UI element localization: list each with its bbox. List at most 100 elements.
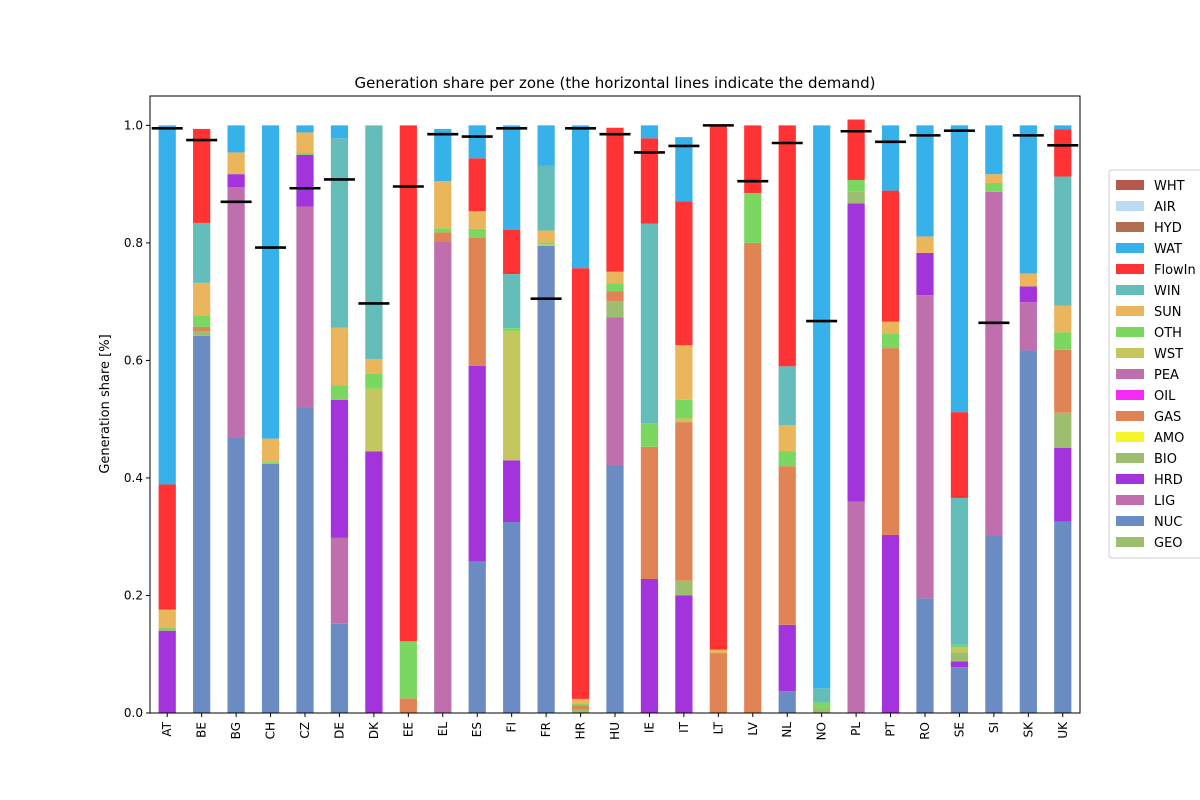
bar-HR-SUN — [571, 698, 590, 704]
bar-NO-WAT — [813, 125, 831, 689]
bar-BE-SUN — [193, 282, 211, 316]
x-tick-label-BG: BG — [229, 722, 243, 739]
bar-FI-OTH — [503, 328, 521, 332]
bar-DK-HRD — [365, 451, 383, 713]
bar-FI-HRD — [503, 460, 521, 523]
bar-ES-GAS — [468, 237, 486, 366]
bar-RO-WAT — [916, 125, 934, 237]
bar-HU-BIO — [606, 301, 624, 318]
bar-SI-NUC — [985, 535, 1003, 713]
bar-NL-GAS — [778, 466, 796, 625]
bar-HU-LIG — [606, 317, 624, 466]
bar-EL-GAS — [434, 232, 452, 242]
legend-swatch-AMO — [1116, 432, 1144, 442]
bar-AT-SUN — [158, 609, 176, 628]
bar-NO-OTH — [813, 702, 831, 708]
x-tick-label-HU: HU — [608, 722, 622, 740]
bar-BE-NUC — [193, 335, 211, 713]
legend: WHT AIR HYD WAT FlowIn WIN SUN OTH WST PEA OIL GAS A… — [1108, 169, 1200, 559]
bar-LT-FlowIn — [709, 125, 727, 650]
x-tick-label-LT: LT — [711, 721, 725, 734]
bar-PL-BIO — [847, 191, 865, 204]
bar-LT-GAS — [709, 653, 727, 713]
bar-IT-WST — [675, 418, 693, 423]
bar-DK-OTH — [365, 373, 383, 389]
chart-title: Generation share per zone (the horizonta… — [354, 74, 875, 92]
legend-label-OIL: OIL — [1154, 389, 1176, 404]
y-axis-label: Generation share [%] — [98, 334, 113, 473]
bar-PT-OTH — [881, 333, 900, 349]
bar-DE-WAT — [330, 125, 349, 139]
bar-HR-WAT — [571, 125, 590, 269]
legend-label-HRD: HRD — [1154, 473, 1183, 488]
legend-swatch-SUN — [1116, 306, 1144, 316]
bar-CZ-LIG — [296, 206, 314, 408]
bar-EL-OTH — [434, 228, 452, 233]
bar-RO-LIG — [916, 295, 934, 599]
bar-LV-FlowIn — [744, 125, 762, 193]
bar-AT-BIO — [158, 628, 176, 631]
bar-CH-NUC — [261, 463, 280, 713]
bar-PL-OTH — [847, 180, 865, 192]
bar-AT-HRD — [158, 630, 176, 713]
bar-IT-GAS — [675, 422, 693, 581]
x-tick-label-IT: IT — [677, 721, 691, 733]
x-tick-label-AT: AT — [160, 721, 174, 736]
bar-IE-OTH — [640, 423, 659, 447]
bar-IT-OTH — [675, 399, 693, 419]
bar-BG-HRD — [227, 174, 245, 188]
bar-NL-WIN — [778, 366, 796, 426]
legend-swatch-GAS — [1116, 411, 1144, 421]
legend-swatch-AIR — [1116, 201, 1144, 211]
bar-HR-FlowIn — [571, 268, 590, 699]
y-tick-label: 1.0 — [124, 118, 143, 132]
bar-BE-BIO — [193, 331, 211, 336]
bar-UK-BIO — [1054, 412, 1072, 448]
bar-SK-LIG — [1019, 302, 1037, 351]
bar-SK-SUN — [1019, 273, 1037, 287]
bar-ES-NUC — [468, 561, 486, 713]
x-tick-label-EL: EL — [436, 722, 450, 737]
legend-swatch-HYD — [1116, 222, 1144, 232]
bar-RO-HRD — [916, 252, 934, 296]
legend-swatch-WAT — [1116, 243, 1144, 253]
bar-NL-OTH — [778, 451, 796, 467]
bar-NL-HRD — [778, 624, 796, 692]
bar-CH-OTH — [261, 462, 280, 464]
bar-PT-GAS — [881, 348, 900, 535]
x-tick-label-FR: FR — [539, 722, 553, 737]
bar-NL-NUC — [778, 691, 796, 713]
bar-UK-OTH — [1054, 332, 1072, 350]
bar-EE-GAS — [399, 698, 417, 713]
bar-AT-FlowIn — [158, 484, 176, 610]
bar-DE-NUC — [330, 623, 349, 713]
bar-CH-SUN — [261, 438, 280, 463]
legend-swatch-PEA — [1116, 369, 1144, 379]
legend-swatch-WHT — [1116, 180, 1144, 190]
bar-IE-HRD — [640, 579, 659, 713]
legend-swatch-OIL — [1116, 390, 1144, 400]
bar-ES-WAT — [468, 125, 486, 159]
legend-swatch-OTH — [1116, 327, 1144, 337]
bar-DK-SUN — [365, 359, 383, 374]
bar-AT-OTH — [158, 627, 176, 629]
bar-NO-BIO — [813, 707, 831, 713]
bar-ES-FlowIn — [468, 158, 486, 212]
bar-BG-WAT — [227, 125, 245, 153]
bar-HU-GAS — [606, 291, 624, 302]
bar-LV-OTH — [744, 192, 762, 243]
bar-IE-FlowIn — [640, 138, 659, 224]
x-tick-label-DK: DK — [367, 721, 381, 739]
bar-NO-WIN — [813, 688, 831, 703]
bar-HU-FlowIn — [606, 127, 624, 272]
bar-HR-GAS — [571, 705, 590, 710]
x-tick-label-DE: DE — [332, 722, 346, 739]
x-tick-label-SI: SI — [987, 722, 1001, 733]
bar-FI-FlowIn — [503, 229, 521, 275]
bar-DE-LIG — [330, 537, 349, 624]
legend-label-HYD: HYD — [1154, 221, 1182, 236]
bar-IT-FlowIn — [675, 201, 693, 346]
bar-EE-OTH — [399, 641, 417, 699]
x-tick-label-NO: NO — [815, 722, 829, 740]
